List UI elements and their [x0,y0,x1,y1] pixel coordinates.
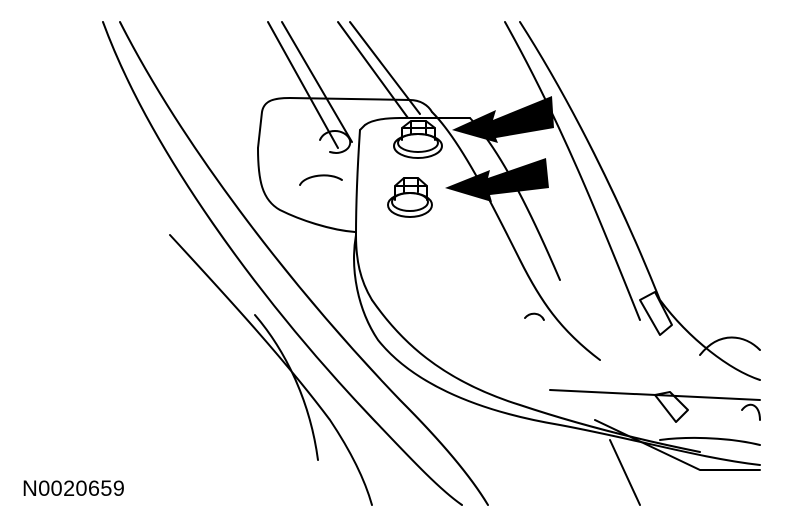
upper-bolt [393,120,443,159]
upper-arrow [452,96,554,143]
mounting-bracket [257,97,761,466]
figure-reference-code: N0020659 [22,476,126,501]
lower-arrow [445,158,549,202]
vehicle-frame [102,21,761,506]
lower-bolt [387,177,433,218]
